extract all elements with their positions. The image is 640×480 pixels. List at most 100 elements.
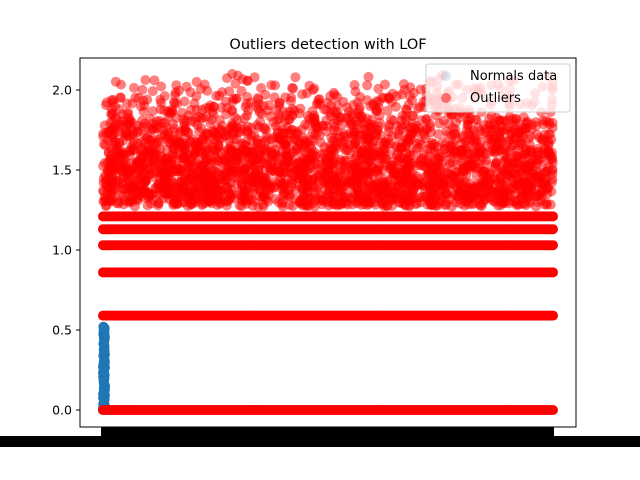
outlier-point	[474, 162, 485, 173]
legend-label-outliers: Outliers	[470, 91, 521, 106]
outlier-point	[405, 91, 415, 102]
outlier-point	[400, 188, 411, 199]
outlier-point	[517, 198, 528, 209]
outlier-point	[362, 193, 373, 204]
outlier-point	[481, 124, 492, 135]
outlier-point	[325, 91, 336, 102]
outlier-point	[505, 172, 516, 183]
outlier-point	[115, 92, 126, 103]
outlier-point	[125, 122, 136, 133]
outlier-point	[497, 178, 507, 189]
outlier-point	[202, 85, 213, 96]
outlier-point	[302, 182, 313, 193]
outlier-point	[522, 190, 532, 201]
outlier-point	[130, 92, 141, 103]
normal-point	[98, 321, 109, 332]
outlier-point	[396, 142, 407, 153]
outlier-point	[261, 125, 272, 136]
outlier-point	[290, 72, 301, 83]
outlier-point	[518, 112, 529, 123]
outlier-point	[259, 179, 270, 190]
outlier-point	[226, 105, 237, 116]
outlier-point	[287, 83, 298, 94]
outlier-point	[447, 171, 458, 182]
outlier-point	[142, 94, 153, 105]
outlier-point	[498, 195, 509, 206]
outlier-point	[153, 198, 164, 209]
outlier-point	[249, 131, 260, 141]
outlier-point	[323, 200, 334, 211]
outlier-point	[442, 188, 453, 199]
outlier-point	[106, 133, 117, 144]
outlier-point	[140, 176, 151, 187]
outlier-point	[199, 174, 210, 184]
outlier-point	[408, 110, 419, 121]
outlier-point	[454, 177, 465, 188]
outlier-point	[246, 157, 257, 168]
outlier-point	[408, 149, 419, 160]
outlier-point	[301, 199, 312, 210]
outlier-point	[222, 152, 233, 163]
outlier-point	[122, 98, 132, 109]
outlier-point	[230, 166, 241, 177]
outlier-point	[462, 116, 473, 127]
outlier-point	[182, 127, 193, 138]
outlier-point	[241, 194, 252, 205]
outlier-point	[222, 182, 233, 193]
outlier-point	[148, 153, 159, 164]
outlier-point	[345, 149, 356, 160]
outlier-point	[294, 156, 304, 167]
outlier-point	[538, 144, 549, 155]
outlier-point	[509, 120, 519, 131]
outlier-point	[311, 121, 322, 132]
outlier-point	[349, 188, 360, 199]
outlier-point	[179, 96, 190, 107]
outlier-point	[167, 135, 178, 146]
outlier-point	[363, 71, 374, 82]
outlier-point	[437, 180, 448, 191]
outlier-point	[450, 189, 461, 200]
outlier-point	[362, 95, 373, 106]
outlier-point	[168, 200, 179, 211]
outlier-point	[249, 72, 260, 83]
legend-marker-outliers	[441, 93, 451, 103]
chart-title: Outliers detection with LOF	[229, 37, 426, 53]
outlier-point	[301, 88, 312, 99]
outlier-point	[287, 175, 298, 186]
outlier-point	[488, 119, 499, 130]
outlier-point	[522, 180, 533, 191]
outlier-point	[170, 87, 181, 98]
outlier-point	[106, 195, 117, 206]
outlier-point	[147, 123, 158, 134]
outlier-point	[269, 92, 280, 103]
outlier-point	[155, 94, 166, 105]
outlier-point	[112, 143, 123, 154]
outlier-point	[159, 167, 170, 178]
outlier-point	[372, 164, 383, 175]
outlier-point	[547, 122, 558, 133]
outlier-point	[206, 182, 217, 193]
outlier-point	[98, 128, 109, 139]
outlier-point	[281, 135, 292, 145]
outlier-point	[186, 136, 197, 147]
outlier-point	[422, 123, 433, 134]
outlier-point	[260, 89, 271, 100]
outlier-point	[425, 158, 436, 169]
outlier-point	[454, 112, 465, 123]
outlier-point	[441, 126, 452, 136]
outlier-point	[156, 81, 167, 92]
outlier-point	[217, 87, 228, 98]
outlier-point	[464, 184, 475, 195]
outlier-point	[186, 169, 197, 180]
outlier-point	[412, 127, 423, 137]
outlier-point	[338, 191, 349, 202]
outlier-point	[99, 120, 110, 131]
outlier-point	[468, 125, 479, 136]
outlier-point	[338, 139, 349, 150]
outlier-point	[130, 176, 141, 186]
outlier-point	[129, 82, 139, 93]
outlier-point	[471, 139, 482, 150]
outlier-point	[315, 137, 326, 148]
outlier-point	[147, 106, 158, 117]
